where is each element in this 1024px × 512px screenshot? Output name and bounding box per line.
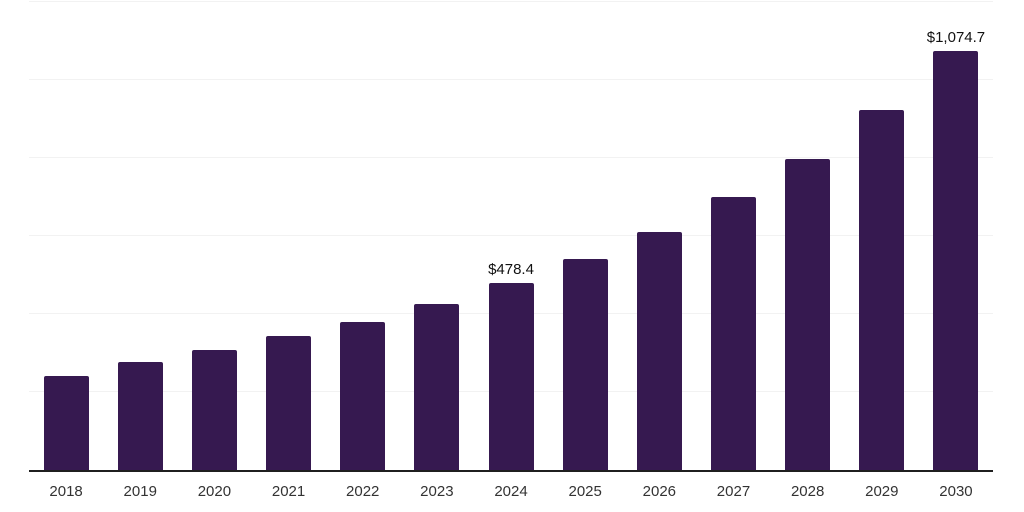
bar-group-2029 [845,2,919,470]
bar-group-2021 [251,2,325,470]
bar-value-label-2030: $1,074.7 [926,28,986,46]
bar-2018 [43,376,89,470]
x-tick-2029: 2029 [865,483,899,500]
x-tick-2021: 2021 [271,483,306,500]
x-tick-2019: 2019 [123,483,157,500]
bar-group-2027 [696,2,770,470]
x-tick-2026: 2026 [642,483,677,500]
x-tick-2023: 2023 [420,483,454,500]
bar-value-label-2024: $478.4 [488,261,534,279]
bar-group-2030: $1,074.7 [919,2,993,470]
x-tick-2020: 2020 [197,483,232,500]
gridline-1200 [29,1,993,2]
x-tick-2027: 2027 [716,483,751,500]
bar-group-2028 [771,2,845,470]
gridline-800 [29,157,993,159]
x-tick-2018: 2018 [49,483,83,500]
gridline-600 [29,235,993,236]
plot-area: $478.4 $1,074.7 [29,1,993,472]
bar-group-2024: $478.4 [474,2,548,470]
bar-group-2023 [400,2,474,470]
x-axis-labels: 2018 2019 2020 2021 2022 2023 2024 2025 2026 2027… [29,483,993,501]
x-tick-2022: 2022 [346,483,380,500]
bar-2025 [562,258,608,470]
bar-2028 [785,158,831,470]
bar-2030 [933,50,979,470]
x-tick-2025: 2025 [568,483,602,500]
bar-group-2020 [177,2,251,470]
bar-group-2026 [622,2,696,470]
bar-2023 [414,303,460,470]
bar-group-2025 [548,2,622,470]
bar-2024 [488,283,534,470]
x-tick-2024: 2024 [494,483,528,500]
bar-2019 [117,362,163,470]
bar-group-2022 [326,2,400,470]
bar-2027 [710,197,756,470]
gridline-1000 [29,79,993,80]
bar-group-2019 [103,2,177,470]
bar-group-2018 [29,2,103,470]
x-tick-2030: 2030 [939,483,973,500]
bar-2026 [636,232,682,470]
bar-2020 [191,350,237,470]
x-tick-2028: 2028 [790,483,825,500]
bar-2029 [859,109,905,470]
bar-2022 [340,321,386,470]
bar-2021 [266,336,312,470]
